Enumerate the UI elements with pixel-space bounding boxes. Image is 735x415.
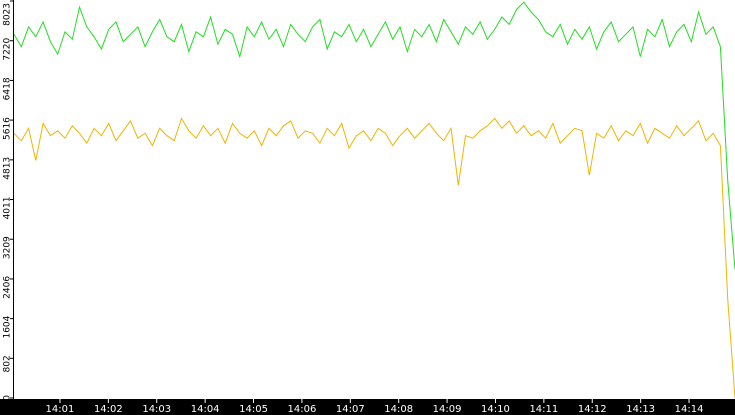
y-tick-label: 802 — [3, 355, 13, 372]
x-tick-label: 14:06 — [288, 404, 317, 415]
y-tick-label: 3209 — [3, 236, 13, 259]
x-tick-label: 14:09 — [433, 404, 462, 415]
x-tick-label: 14:12 — [578, 404, 607, 415]
x-tick-label: 14:11 — [529, 404, 558, 415]
y-tick-label: 0 — [3, 395, 13, 401]
x-tick-label: 14:03 — [142, 404, 171, 415]
y-tick-label: 5616 — [3, 117, 13, 140]
y-tick-label: 7220 — [3, 37, 13, 60]
series-line — [13, 1, 735, 270]
y-tick-label: 6418 — [3, 77, 13, 100]
x-tick-label: 14:04 — [191, 404, 220, 415]
x-tick-label: 14:05 — [239, 404, 268, 415]
x-axis-band — [0, 399, 735, 415]
y-tick-label: 1604 — [3, 315, 13, 338]
y-tick-label: 2406 — [3, 276, 13, 299]
x-tick-label: 14:10 — [481, 404, 510, 415]
y-tick-label: 4813 — [3, 157, 13, 180]
x-tick-label: 14:08 — [384, 404, 413, 415]
x-tick-label: 14:07 — [336, 404, 365, 415]
series-line — [13, 117, 735, 399]
x-tick-label: 14:02 — [94, 404, 123, 415]
y-tick-label: 8023 — [3, 3, 13, 26]
x-tick-label: 14:01 — [46, 404, 75, 415]
y-tick-label: 4011 — [3, 197, 13, 220]
x-tick-label: 14:14 — [675, 404, 704, 415]
x-tick-label: 14:13 — [626, 404, 655, 415]
